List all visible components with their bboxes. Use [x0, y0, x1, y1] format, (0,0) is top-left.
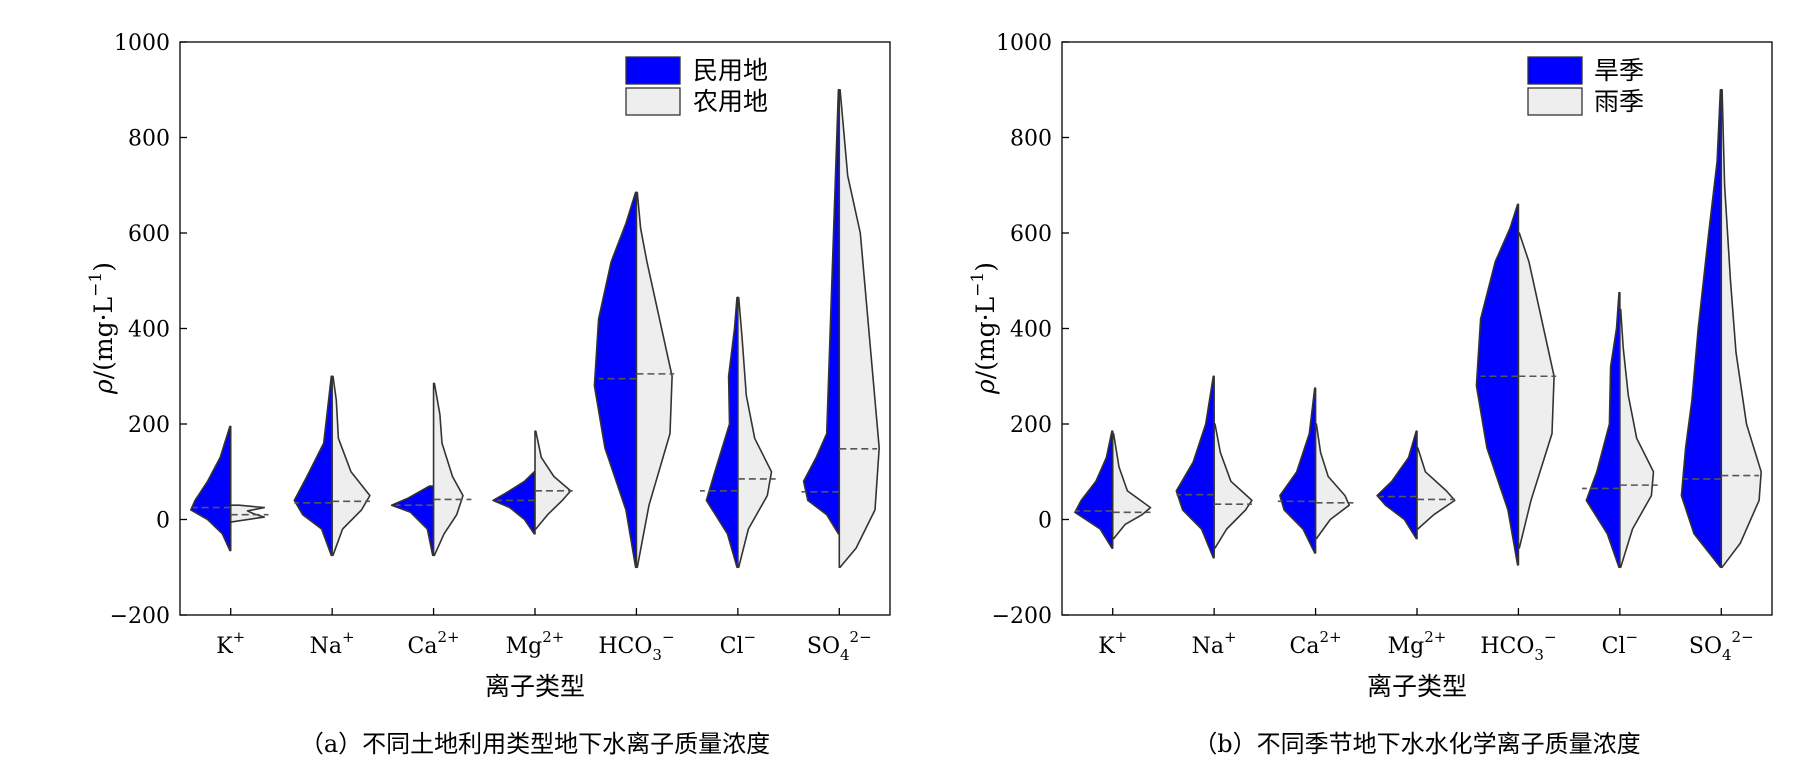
violin-b-left-0 [1074, 430, 1114, 549]
x-tick-label: K+ [216, 628, 245, 659]
x-tick-label: HCO3− [598, 628, 674, 664]
violin-a-left-3 [492, 470, 536, 535]
y-tick-label: −200 [992, 604, 1052, 629]
violin-b-right-3 [1416, 447, 1456, 530]
violin-b-right-4 [1517, 232, 1555, 549]
violin-a-right-5 [737, 296, 773, 569]
violin-a-left-1 [293, 375, 333, 557]
x-tick-label: Ca2+ [1290, 628, 1342, 659]
legend-swatch-right-a [625, 87, 681, 116]
x-axis-label-b: 离子类型 [1367, 672, 1467, 701]
legend-a: 民用地 农用地 [625, 56, 768, 116]
y-tick-label: 0 [1038, 509, 1052, 534]
x-tick-label: Mg2+ [1388, 628, 1447, 659]
violin-a-right-2 [432, 382, 464, 557]
y-tick-label: 400 [128, 318, 170, 343]
violin-b-left-1 [1175, 375, 1215, 559]
legend-swatch-left-a [625, 56, 681, 85]
x-tick-label: Na+ [1192, 628, 1237, 659]
legend-swatch-right-b [1527, 87, 1583, 116]
x-tick-label: Cl− [720, 628, 756, 659]
caption-b: （b）不同季节地下水水化学离子质量浓度 [1193, 730, 1640, 758]
legend-b: 旱季 雨季 [1527, 56, 1644, 116]
violin-a-left-2 [390, 485, 435, 557]
violin-b-right-2 [1314, 423, 1350, 540]
violin-layer-b [1074, 88, 1762, 569]
violin-b-left-5 [1585, 291, 1621, 569]
y-tick-label: 200 [128, 413, 170, 438]
violin-b-right-5 [1619, 308, 1655, 569]
caption-a: （a）不同土地利用类型地下水离子质量浓度 [300, 730, 770, 758]
violin-a-left-6 [802, 88, 841, 535]
y-tick-label: 400 [1010, 318, 1052, 343]
violin-b-left-3 [1376, 430, 1418, 540]
violin-a-right-1 [331, 375, 371, 557]
y-tick-label: −200 [110, 604, 170, 629]
violin-b-right-1 [1213, 423, 1253, 549]
violin-b-left-4 [1475, 203, 1520, 566]
x-axis-ticks-a: K+ Na+ Ca2+ Mg2+ HCO3− Cl− SO42− [216, 608, 872, 664]
legend-label-right-a: 农用地 [693, 87, 768, 116]
x-tick-label: Mg2+ [506, 628, 565, 659]
y-axis-label-a: ρ/(mg·L−1) [86, 262, 118, 395]
violin-a-right-4 [635, 191, 673, 569]
violin-a-left-5 [705, 296, 739, 569]
y-axis-ticks-a: −200 0 200 400 600 800 1000 [110, 31, 187, 629]
panel-b: −200 0 200 400 600 800 1000 K+ Na+ Ca2+ Mg2+ HCO3−… [968, 31, 1773, 758]
violin-a-left-0 [190, 425, 232, 552]
y-axis-label-b: ρ/(mg·L−1) [968, 262, 1000, 395]
y-tick-label: 800 [128, 127, 170, 152]
y-tick-label: 1000 [996, 31, 1052, 56]
violin-a-right-0 [229, 504, 266, 523]
y-tick-label: 0 [156, 509, 170, 534]
violin-b-left-2 [1279, 387, 1317, 554]
violin-layer-a [190, 88, 880, 569]
legend-label-left-b: 旱季 [1594, 56, 1644, 85]
violin-a-left-4 [593, 191, 638, 569]
panel-a: −200 0 200 400 600 800 1000 K+ Na+ Ca2+ Mg2+ HCO3−… [86, 31, 891, 758]
legend-swatch-left-b [1527, 56, 1583, 85]
y-tick-label: 600 [1010, 222, 1052, 247]
y-tick-label: 1000 [114, 31, 170, 56]
x-tick-label: HCO3− [1480, 628, 1556, 664]
violin-b-left-6 [1680, 88, 1723, 569]
y-tick-label: 800 [1010, 127, 1052, 152]
violin-a-right-3 [534, 430, 572, 530]
x-tick-label: K+ [1098, 628, 1127, 659]
violin-a-right-6 [838, 88, 880, 569]
legend-label-left-a: 民用地 [693, 56, 768, 85]
x-axis-ticks-b: K+ Na+ Ca2+ Mg2+ HCO3− Cl− SO42− [1098, 608, 1754, 664]
violin-b-right-6 [1720, 88, 1762, 569]
legend-label-right-b: 雨季 [1594, 87, 1644, 116]
x-tick-label: Cl− [1602, 628, 1638, 659]
x-axis-label-a: 离子类型 [485, 672, 585, 701]
violin-b-right-0 [1111, 432, 1152, 540]
x-tick-label: Na+ [310, 628, 355, 659]
x-tick-label: SO42− [1689, 628, 1754, 664]
y-axis-ticks-b: −200 0 200 400 600 800 1000 [992, 31, 1069, 629]
y-tick-label: 200 [1010, 413, 1052, 438]
x-tick-label: SO42− [807, 628, 872, 664]
y-tick-label: 600 [128, 222, 170, 247]
x-tick-label: Ca2+ [408, 628, 460, 659]
